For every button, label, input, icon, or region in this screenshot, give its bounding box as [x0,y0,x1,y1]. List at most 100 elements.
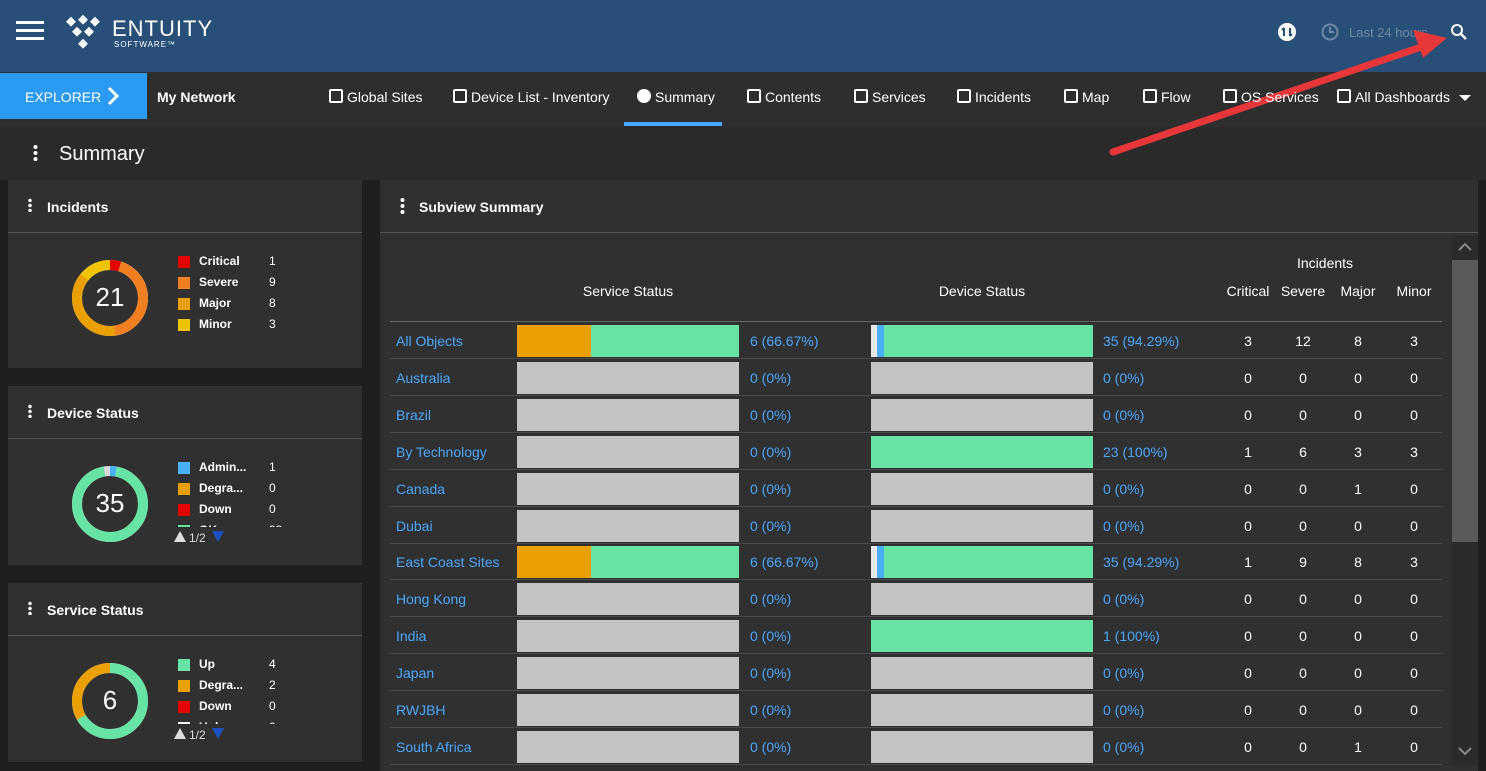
donut [72,466,148,542]
legend-swatch [178,462,190,474]
tab-icon [1143,89,1157,103]
tab-icon [453,89,467,103]
status-count: 0 (0%) [1103,517,1145,534]
bar-segment [883,325,1093,357]
row-divider [390,616,1442,618]
kebab [28,198,32,212]
widget-divider [8,232,362,233]
incident-count: 3 [1410,443,1418,460]
incident-count: 0 [1299,406,1307,423]
legend-label: OK [199,523,217,527]
incident-count: 0 [1244,406,1252,423]
context-label: My Network [157,89,236,105]
tab: Device List - Inventory [471,89,610,105]
column-header: Major [1340,283,1376,299]
row-divider [390,358,1442,359]
incident-count: 8 [1354,554,1362,571]
legend-swatch [178,319,190,331]
legend: Admin... 1 Degra... 0 Down 0 OK 33 [170,458,310,527]
panel-divider [380,232,1478,233]
legend-value: 9 [269,275,276,289]
bar-bg [871,472,1093,505]
donut-segment [72,260,148,336]
row-divider [390,727,1442,728]
sync-icon[interactable] [1278,23,1296,41]
legend-swatch [178,525,190,527]
scroll-down[interactable] [1457,746,1473,758]
status-count: 35 (94.29%) [1103,554,1180,571]
kebab[interactable] [400,198,405,214]
row-name: India [396,628,427,645]
status-count: 0 (0%) [750,517,792,534]
donut-segment [72,260,148,336]
incidents-group-label: Incidents [1297,255,1354,271]
tab: All Dashboards [1355,89,1450,105]
status-count: 0 (0%) [1103,702,1145,718]
column-header: Minor [1396,283,1432,299]
incident-count: 0 [1299,665,1307,682]
bar-bg [517,657,739,690]
pager-down [212,531,224,542]
incident-count: 0 [1244,517,1252,534]
time-range[interactable]: Last 24 hours [1349,25,1428,40]
incident-count: 0 [1299,738,1307,755]
panel-title: Subview Summary [419,199,544,215]
status-count: 0 (0%) [1103,591,1145,608]
row-divider [390,579,1442,581]
legend-label: Major [199,296,232,310]
incident-count: 0 [1299,591,1307,608]
row-name: South Africa [396,738,472,755]
legend-value: 8 [269,296,276,310]
bar-segment [517,546,591,579]
incident-count: 0 [1244,369,1252,386]
incident-count: 0 [1244,628,1252,645]
donut-segment [72,663,148,739]
incident-count: 0 [1410,628,1418,645]
legend-value: 0 [269,481,276,495]
status-count: 0 (0%) [1103,369,1145,386]
scrollbar-thumb[interactable] [1452,260,1478,542]
kebab[interactable] [33,145,38,161]
status-count: 0 (0%) [1103,738,1145,755]
tab: Summary [655,89,715,105]
explorer-button[interactable] [0,73,147,119]
tab: Global Sites [347,89,423,105]
status-count: 0 (0%) [1103,480,1145,497]
bar-segment [871,435,1093,468]
tab: Incidents [975,89,1032,105]
scroll-up[interactable] [1457,240,1473,252]
status-count: 35 (94.29%) [1103,333,1180,349]
incident-count: 0 [1354,628,1362,645]
column-header: Severe [1280,283,1326,299]
incident-count: 0 [1354,702,1362,718]
legend-value: 1 [269,254,276,268]
clock-icon[interactable] [1321,23,1339,41]
row-name: Brazil [396,406,432,423]
legend-label: Down [199,699,232,713]
legend-label: Unknown [199,720,253,724]
bar-bg [871,361,1093,394]
bar-bg [517,435,739,468]
incident-count: 1 [1244,554,1252,571]
incident-count: 0 [1244,702,1252,718]
incident-count: 8 [1354,333,1362,349]
menu-icon[interactable] [16,20,44,42]
incident-count: 1 [1354,738,1362,755]
explorer-label[interactable]: EXPLORER [25,89,102,105]
donut [72,663,148,739]
bar-bg [517,398,739,431]
status-count: 6 (66.67%) [750,333,819,349]
bar-segment [871,546,878,579]
incident-count: 12 [1295,333,1311,349]
donut [72,260,148,336]
row-name: Hong Kong [396,591,467,608]
legend-value: 0 [269,720,276,724]
bar-segment [517,325,591,357]
incident-count: 0 [1410,369,1418,386]
tab-icon [747,89,761,103]
incident-count: 6 [1299,443,1307,460]
legend-swatch [178,256,190,268]
incident-count: 0 [1299,480,1307,497]
search-icon[interactable] [1450,23,1468,41]
incident-count: 1 [1244,443,1252,460]
